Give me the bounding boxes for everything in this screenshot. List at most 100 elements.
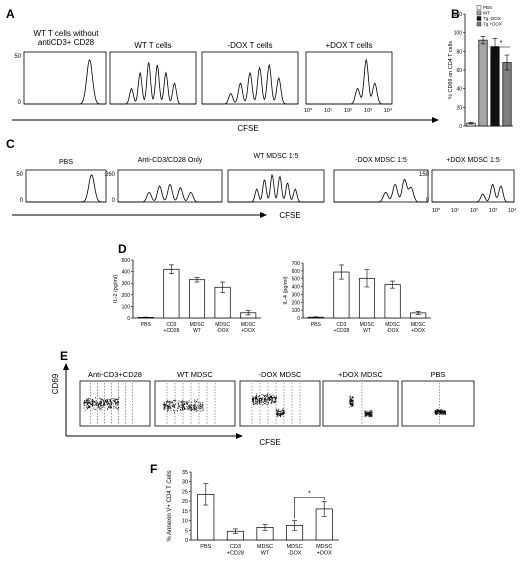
panel-letter-a: A [6,7,15,21]
panel-a-xtick: 10⁴ [384,107,393,114]
panel-b-ytick-label: 0 [459,124,462,130]
panel-e-plot-frame-4 [322,380,399,427]
panel-f-category-label: MDSC WT [257,544,273,557]
panel-e-dots-1 [83,397,120,411]
panel-c-xtick: 10² [470,208,478,214]
panel-e-dots-2 [163,399,204,413]
panel-e-plot-frame-3 [239,380,321,427]
panel-c-histogram-5-ytick-min: 0 [426,198,430,204]
panel-c-cfse-arrowhead [260,212,267,218]
panel-d-il2-ytick-label: 0 [127,316,130,322]
panel-e-scatter-plots: Anti-CD3+CD28 WT MDSC -DOX MDSC +DOX MDSC PB… [51,363,475,447]
panel-c-xlabel: CFSE [279,211,300,220]
panel-f-ytick-label: 20 [182,499,188,505]
panel-d-il4-category-label: MDSC -DOX [385,322,400,334]
panel-d-il2-category-label: MDSC +DOX [241,322,256,334]
panel-c-histogram-2-ytick-min: 0 [112,198,116,204]
panel-b-legend-label: Tg -DOX [483,16,501,21]
panel-d-il4-category-label: MDSC WT [360,322,375,334]
panel-c-histogram-5-curve [432,183,514,203]
panel-d-il2-ytick-label: 100 [122,304,131,310]
panel-b-ytick-label: 60 [456,68,462,74]
panel-d-il4-ytick-label: 200 [292,300,301,306]
panel-e-plot-frame-1 [79,380,151,427]
panel-c-title-3: WT MDSC 1:5 [254,153,299,160]
panel-letter-d: D [118,242,127,256]
panel-d-il2-ytick-label: 500 [122,258,131,264]
panel-c-title-2: Anti-CD3/CD28 Only [138,157,203,164]
panel-f-bar-chart: 0 5 10 15 20 25 30 35 PBS CD3 +CD28 MDSC WT MDSC -DOX M… [167,470,339,557]
panel-c-histogram-3-frame [227,169,325,203]
panel-d-il4-ytick-label: 0 [297,316,300,322]
panel-a-histogram-4-curve [306,58,392,105]
panel-e-xlabel: CFSE [259,438,280,447]
panel-d-il2-category-label: MDSC -DOX [215,322,230,334]
panel-d-il2-ylabel: IL-2 (pg/ml) [113,275,119,303]
panel-letter-b: B [451,7,460,21]
panel-d-il2-bar [188,279,206,319]
panel-e-dots-3 [252,393,285,418]
panel-d-il4-bar [384,284,401,319]
panel-a-title-2: WT T cells [134,41,171,50]
panel-b-significance-star: * [500,40,503,47]
panel-d-il2-category-label: MDSC WT [190,322,205,334]
panel-a-title-3: -DOX T cells [227,41,272,50]
panel-b-legend-label: PBS [483,5,492,10]
panel-f-category-label: PBS [200,544,211,550]
panel-a-xlabel: CFSE [237,124,258,133]
panel-c-histogram-1-ytick-max: 50 [16,172,23,178]
panel-b-legend-swatch [476,10,482,16]
panel-d-il2-ytick-label: 400 [122,270,131,276]
panel-e-title-3: -DOX MDSC [259,370,303,379]
panel-a-xtick: 10⁰ [304,107,313,114]
panel-b-ytick-label: 100 [454,31,463,37]
panel-c-title-4: -DOX MDSC 1:5 [355,157,407,164]
panel-c-histogram-1-ytick-min: 0 [20,198,24,204]
panel-a-cfse-arrowhead [432,117,439,123]
panel-b-ytick-label: 120 [454,12,463,18]
panel-e-dots-4 [349,395,373,418]
panel-f-ytick-label: 5 [185,528,188,534]
panel-f-ytick-label: 0 [185,538,188,544]
panel-e-cfse-arrowhead [236,433,243,439]
panel-f-category-label: MDSC +DOX [316,544,332,557]
panel-d-il4-ytick-label: 400 [292,285,301,291]
panel-f-ytick-label: 10 [182,519,188,525]
panel-e-dots-5 [434,409,447,415]
panel-letter-c: C [6,137,15,151]
panel-a-histogram-3-frame [201,51,299,105]
panel-a-histograms: 0 50 WT T cells without antiCD3+ CD28 WT T c… [12,29,439,133]
panel-a-histogram-3-curve [202,63,298,105]
panel-b-bar [502,62,512,127]
panel-c-xtick: 10³ [489,208,497,214]
panel-d-il4-category-label: CD3 +CD28 [334,322,350,334]
panel-a-title-1: WT T cells without antiCD3+ CD28 [34,29,100,47]
panel-c-histograms: 0 50 0 260 0 150 PBS Anti-CD3/CD28 Only WT MDSC … [12,153,517,220]
panel-c-xtick: 10¹ [451,208,459,214]
panel-c-title-1: PBS [59,159,73,166]
panel-c-title-5: +DOX MDSC 1:5 [446,157,500,164]
panel-a-histogram-4-frame [305,51,393,105]
panel-c-histogram-3-curve [228,173,324,203]
panel-a-title-4: +DOX T cells [325,41,372,50]
panel-b-ytick-label: 80 [456,49,462,55]
panel-d-il4-ytick-label: 100 [292,308,301,314]
panel-d-il4-ytick-label: 600 [292,269,301,275]
panel-d-il4-ytick-label: 700 [292,261,301,267]
panel-d-il4-ytick-label: 300 [292,292,301,298]
panel-d-il2-bar [163,268,180,319]
panel-d-il4-category-label: MDSC +DOX [411,322,426,334]
panel-c-histogram-4-curve [334,178,428,203]
panel-a-xtick: 10¹ [324,108,332,114]
panel-c-histogram-2-curve [118,183,222,203]
panel-c-histogram-1-frame [25,169,107,203]
panel-a-histogram-1-curve [24,59,106,105]
panel-letter-f: F [150,462,157,476]
panel-d-il2-category-label: PBS [141,322,152,328]
panel-c-histogram-5-frame [431,169,515,203]
panel-a-histogram-1-frame [23,51,107,105]
panel-b-ytick-label: 20 [456,105,462,111]
panel-e-title-2: WT MDSC [177,370,213,379]
panel-letter-e: E [60,349,68,363]
